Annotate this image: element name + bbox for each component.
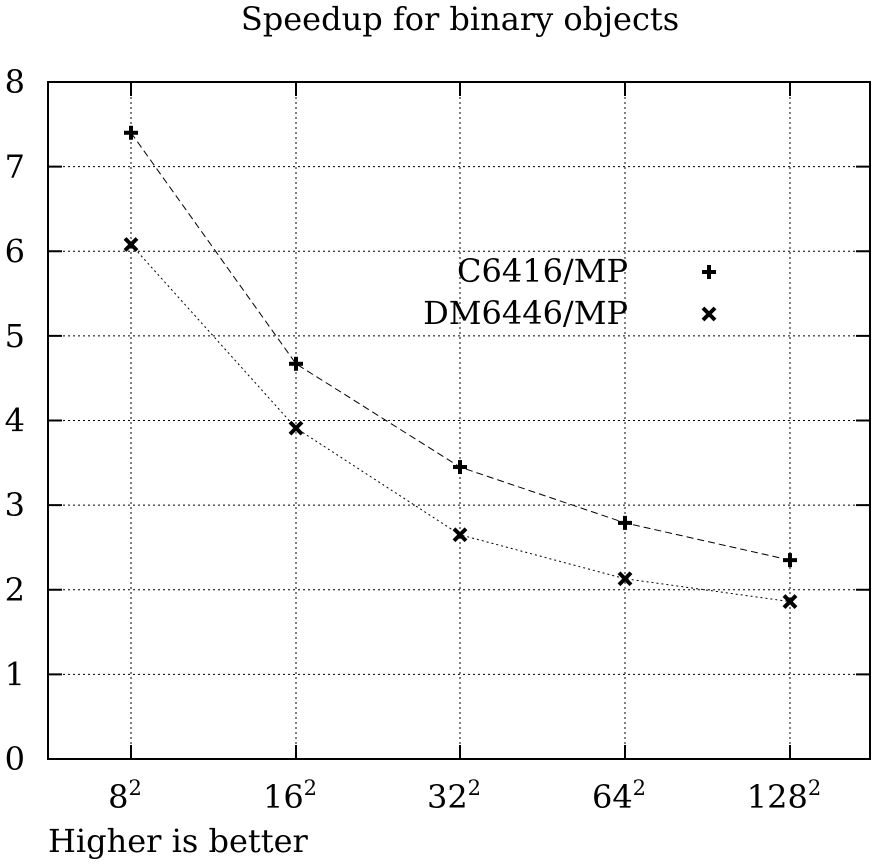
y-tick-label: 3 [5, 486, 25, 524]
x-axis-label: Higher is better [48, 822, 309, 860]
x-tick-base: 32 [427, 778, 468, 816]
x-tick-label: 642 [592, 776, 646, 816]
series-line-1 [130, 132, 791, 561]
x-axis-ticks: 82 162 322 642 1282 [108, 82, 821, 816]
x-tick-exponent: 2 [128, 776, 141, 800]
series-1-point [783, 553, 797, 568]
x-tick-label: 162 [263, 776, 317, 816]
x-tick-exponent: 2 [304, 776, 317, 800]
y-tick-label: 8 [5, 63, 25, 101]
y-tick-label: 5 [5, 317, 25, 355]
y-tick-label: 1 [5, 655, 25, 693]
x-tick-exponent: 2 [808, 776, 821, 800]
series-2-point [452, 527, 468, 543]
y-tick-label: 0 [5, 740, 25, 778]
y-tick-label: 2 [5, 571, 25, 609]
x-tick-base: 128 [747, 778, 808, 816]
x-tick-label: 322 [427, 776, 481, 816]
x-tick-base: 8 [108, 778, 128, 816]
y-axis-ticks: 0 1 2 3 4 5 6 7 8 [5, 63, 870, 778]
legend-marker [701, 306, 717, 322]
series-1-point [453, 460, 467, 475]
series-1-point [289, 356, 303, 371]
legend: C6416/MP DM6446/MP [423, 252, 717, 332]
x-tick-label: 82 [108, 776, 142, 816]
legend-marker [702, 265, 716, 279]
y-tick-label: 4 [5, 402, 25, 440]
series-1-point [618, 515, 632, 530]
legend-label: C6416/MP [457, 252, 628, 290]
x-tick-exponent: 2 [633, 776, 646, 800]
series-2-point [782, 594, 798, 610]
grid [48, 82, 870, 759]
x-tick-exponent: 2 [468, 776, 481, 800]
y-tick-label: 6 [5, 232, 25, 270]
series-2-point [617, 571, 633, 587]
x-tick-base: 64 [592, 778, 633, 816]
series-2-point [123, 237, 139, 252]
y-tick-label: 7 [5, 148, 25, 186]
x-tick-base: 16 [263, 778, 304, 816]
legend-label: DM6446/MP [423, 294, 628, 332]
series-1-point [124, 125, 138, 140]
x-tick-label: 1282 [747, 776, 821, 816]
series-2-point [288, 420, 304, 436]
chart-title: Speedup for binary objects [241, 0, 679, 38]
series-markers [123, 125, 798, 610]
